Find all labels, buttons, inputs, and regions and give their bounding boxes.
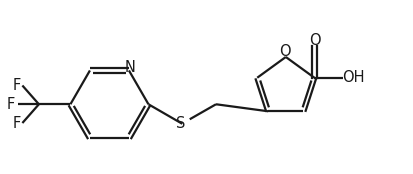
Text: S: S bbox=[176, 116, 185, 131]
Text: O: O bbox=[278, 44, 290, 59]
Text: F: F bbox=[12, 78, 21, 93]
Text: F: F bbox=[7, 97, 15, 112]
Text: N: N bbox=[125, 60, 135, 75]
Text: O: O bbox=[309, 33, 320, 48]
Text: OH: OH bbox=[341, 70, 364, 85]
Text: F: F bbox=[12, 116, 21, 130]
